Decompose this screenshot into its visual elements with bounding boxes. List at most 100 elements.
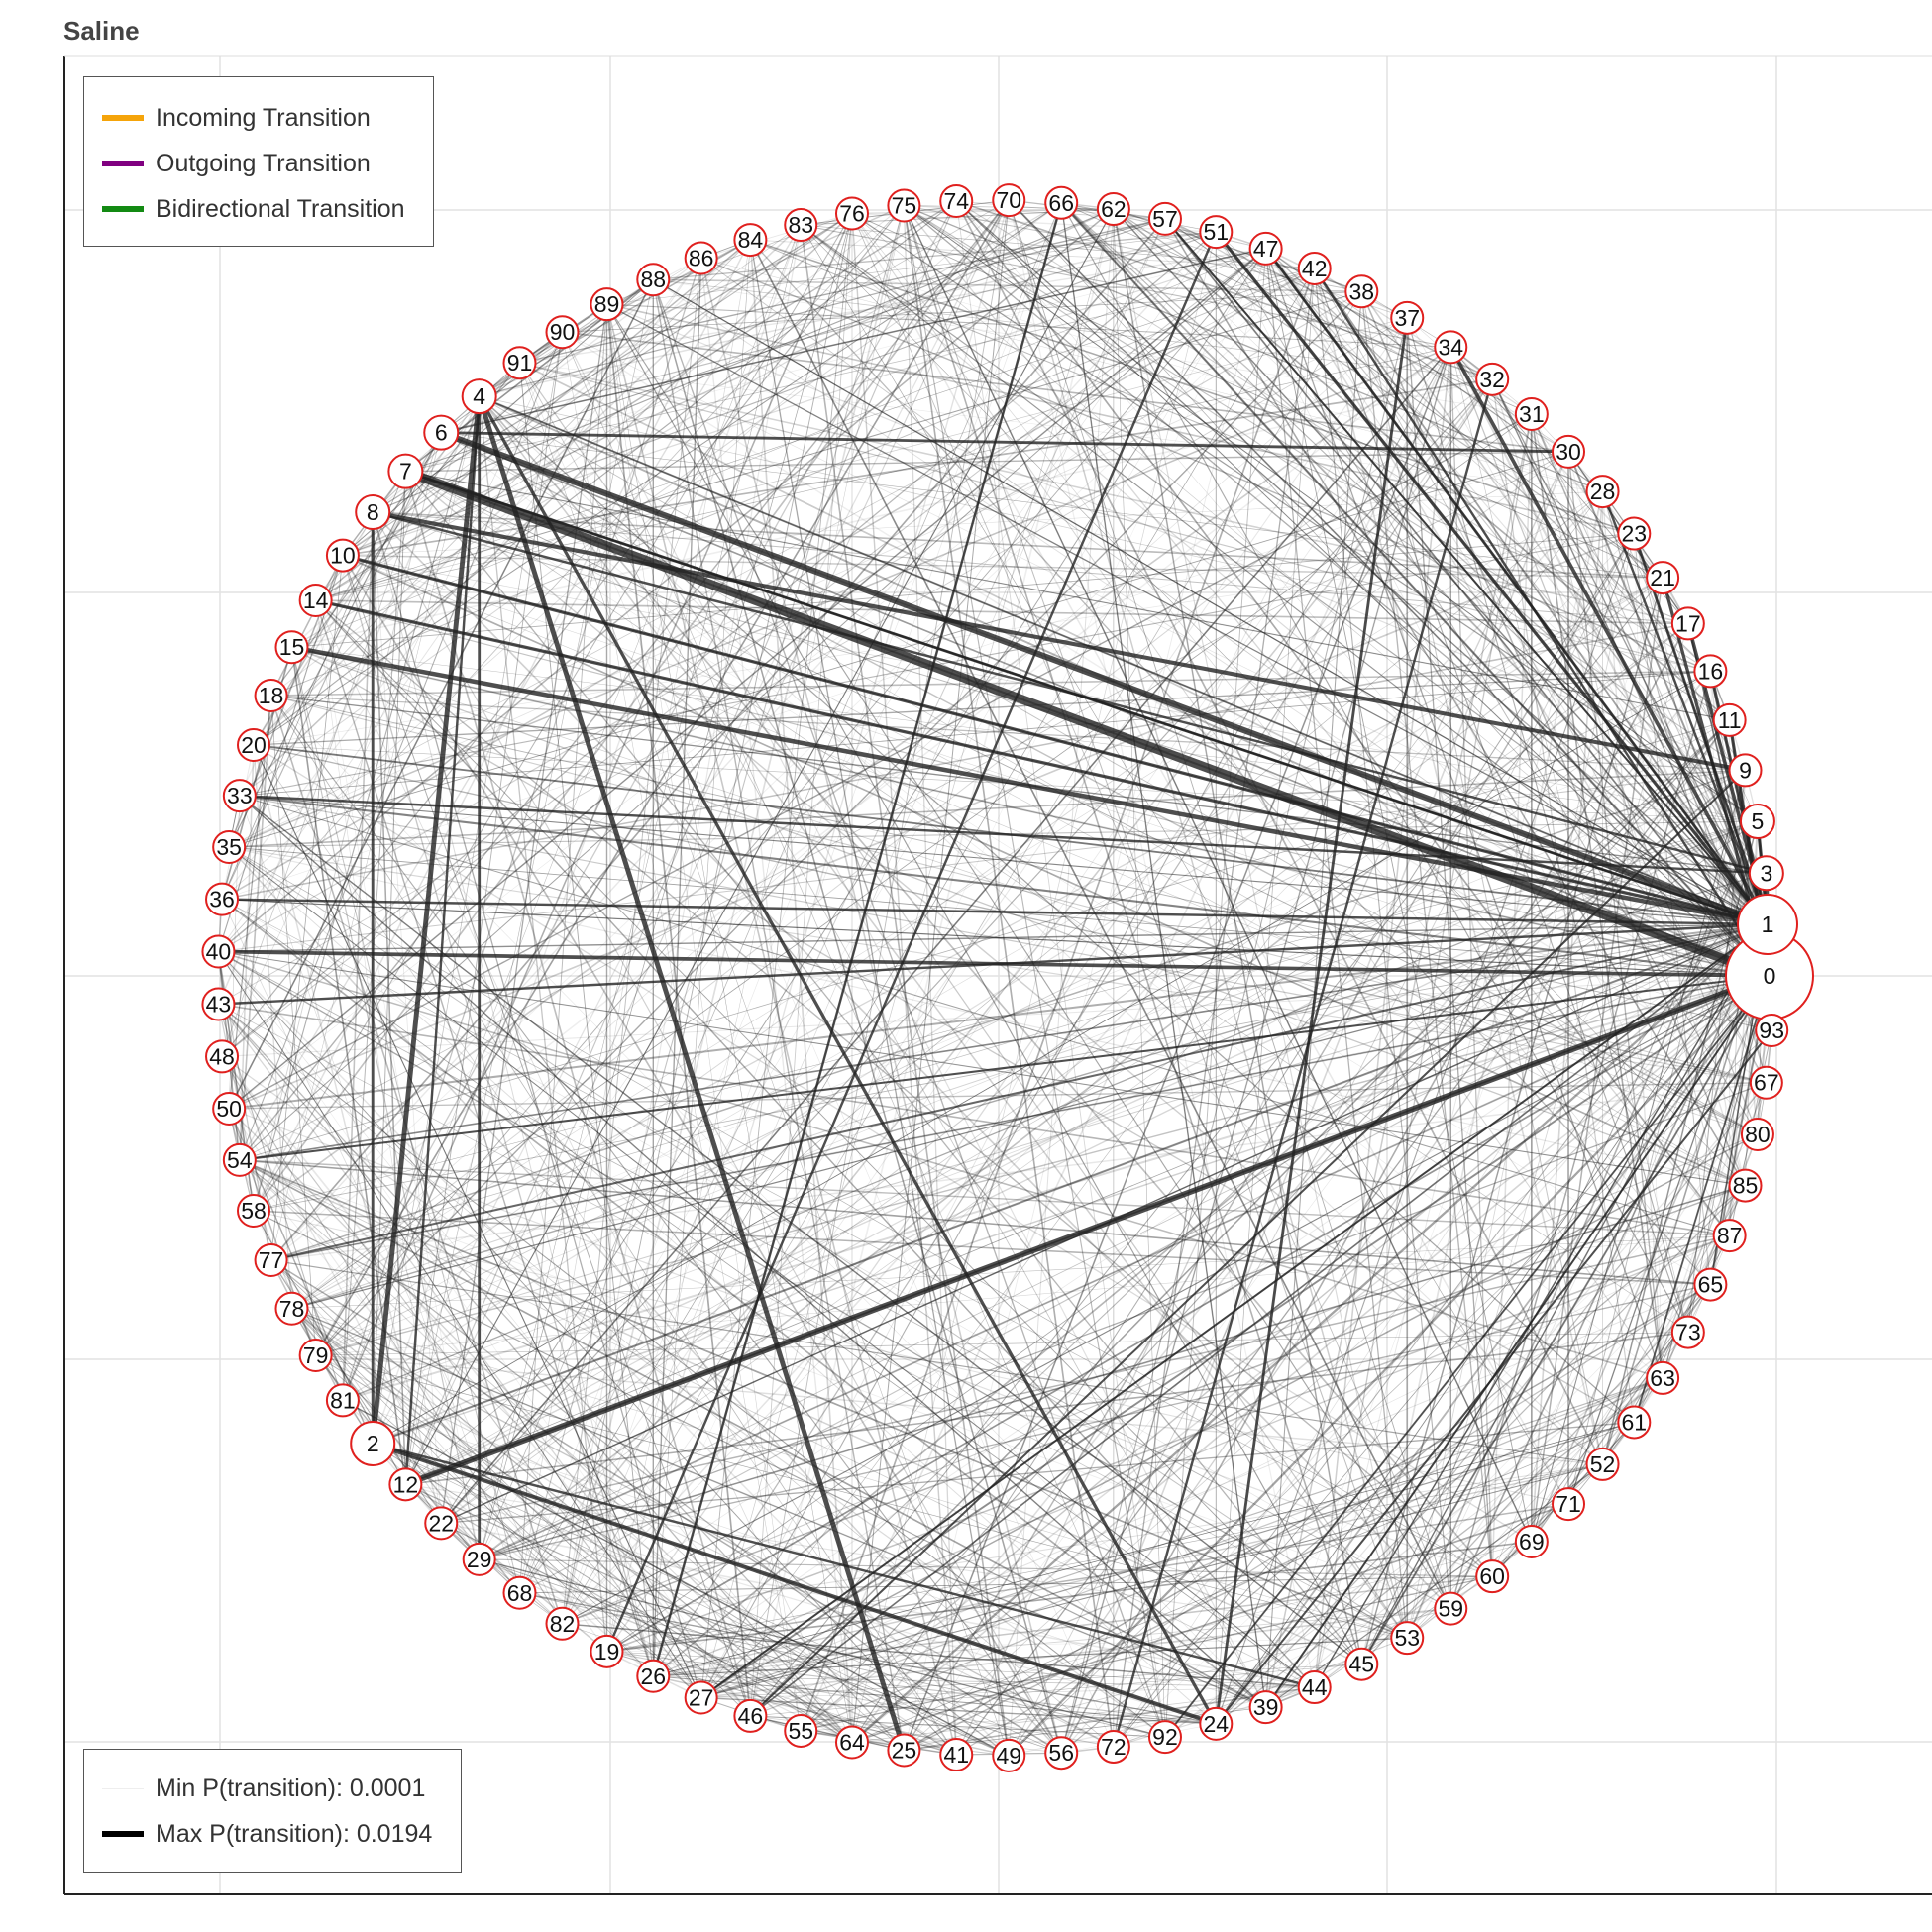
node-78: 78 <box>274 1291 309 1326</box>
edge-4-24 <box>478 395 1218 1725</box>
edge-faint <box>253 820 1758 1212</box>
node-label: 77 <box>259 1247 284 1273</box>
edge-faint <box>441 1421 1635 1525</box>
node-45: 45 <box>1344 1647 1379 1681</box>
node-label: 11 <box>1718 707 1742 733</box>
node-73: 73 <box>1670 1315 1705 1349</box>
edge-faint <box>479 395 1493 1577</box>
node-label: 61 <box>1622 1409 1648 1435</box>
edge-faint <box>228 248 1266 1110</box>
edge-10-1 <box>342 553 1769 926</box>
edge-faint <box>372 511 654 1676</box>
edge-faint <box>405 1483 1010 1757</box>
edge-faint <box>519 363 654 1676</box>
node-label: 92 <box>1152 1724 1178 1750</box>
node-22: 22 <box>424 1506 459 1541</box>
edge-faint <box>519 363 1115 1748</box>
edge-faint <box>562 1184 1746 1625</box>
edge-faint <box>372 923 1769 1445</box>
edge-faint <box>562 1623 957 1756</box>
node-82: 82 <box>545 1606 580 1641</box>
node-70: 70 <box>992 183 1026 218</box>
edge-faint <box>606 1651 1315 1688</box>
node-54: 54 <box>222 1142 257 1177</box>
edge-faint <box>519 362 1603 492</box>
edge-faint <box>372 208 1115 513</box>
node-81: 81 <box>325 1383 360 1418</box>
node-0: 0 <box>1725 931 1814 1020</box>
edge-faint <box>440 1522 905 1752</box>
node-11: 11 <box>1712 702 1747 737</box>
node-41: 41 <box>939 1737 974 1771</box>
edge-faint <box>253 744 702 1698</box>
node-label: 76 <box>839 201 865 227</box>
edge-faint <box>314 199 1010 1356</box>
edge-faint <box>342 975 1771 1402</box>
edge-faint <box>700 1133 1759 1699</box>
edge-faint <box>561 490 1604 1625</box>
node-label: 86 <box>689 245 714 270</box>
edge-faint <box>1728 820 1759 1236</box>
node-39: 39 <box>1248 1690 1283 1725</box>
edge-faint <box>904 1686 1315 1752</box>
node-68: 68 <box>502 1575 537 1610</box>
edge-faint <box>1633 1029 1772 1423</box>
node-53: 53 <box>1390 1621 1425 1656</box>
node-label: 62 <box>1101 196 1127 222</box>
edge-faint <box>700 975 1771 1699</box>
edge-faint <box>1406 533 1635 1639</box>
weight-legend: Min P(transition): 0.0001 Max P(transiti… <box>83 1749 462 1873</box>
edge-faint <box>606 231 1217 305</box>
edge-faint <box>606 304 853 1743</box>
edge-faint <box>1061 202 1217 233</box>
edge-faint <box>1215 231 1759 1135</box>
edge-faint <box>291 378 1493 1310</box>
edge-6-1 <box>440 429 1770 927</box>
node-28: 28 <box>1585 475 1620 509</box>
edge-faint <box>405 218 1166 473</box>
edge-faint <box>1314 923 1769 1688</box>
edge-faint <box>239 1159 1315 1688</box>
edge-faint <box>270 555 344 1261</box>
node-label: 21 <box>1650 565 1675 590</box>
edge-faint <box>801 224 1451 349</box>
node-label: 89 <box>594 291 620 317</box>
edge-faint <box>1662 975 1771 1379</box>
node-59: 59 <box>1434 1591 1468 1626</box>
edge-faint <box>903 347 1451 1751</box>
edge-faint <box>218 1004 1115 1748</box>
edge-faint <box>1113 208 1664 579</box>
node-31: 31 <box>1514 397 1549 432</box>
edge-faint <box>1164 248 1267 1738</box>
edge-faint <box>519 1592 1217 1725</box>
edge-faint <box>903 204 1769 925</box>
edge-faint <box>750 1234 1730 1717</box>
edge-faint <box>218 317 1408 1005</box>
edge-faint <box>851 1503 1569 1744</box>
edge-faint <box>955 1284 1711 1756</box>
node-label: 20 <box>241 732 267 758</box>
edge-faint <box>800 347 1452 1732</box>
edge-faint <box>1449 671 1712 1609</box>
legend-bidirectional: Bidirectional Transition <box>84 186 433 232</box>
edge-faint <box>291 1234 1730 1310</box>
edge-faint <box>653 278 1493 380</box>
edge-faint <box>239 1159 853 1743</box>
edge-57-1 <box>1164 218 1769 925</box>
node-57: 57 <box>1147 201 1182 236</box>
edge-faint <box>315 347 1451 601</box>
edge-faint <box>1265 248 1408 319</box>
edge-faint <box>1406 623 1689 1639</box>
node-label: 24 <box>1204 1711 1230 1737</box>
node-label: 58 <box>241 1198 267 1224</box>
node-label: 40 <box>206 938 232 964</box>
node-76: 76 <box>834 196 869 231</box>
edge-faint <box>606 303 1635 535</box>
edge-faint <box>1531 491 1604 1543</box>
node-label: 83 <box>788 212 813 238</box>
edge-faint <box>904 1284 1711 1752</box>
edge-faint <box>228 532 1635 1110</box>
edge-faint <box>253 239 751 746</box>
edge-faint <box>291 646 1635 1424</box>
edge-faint <box>1567 923 1769 1505</box>
